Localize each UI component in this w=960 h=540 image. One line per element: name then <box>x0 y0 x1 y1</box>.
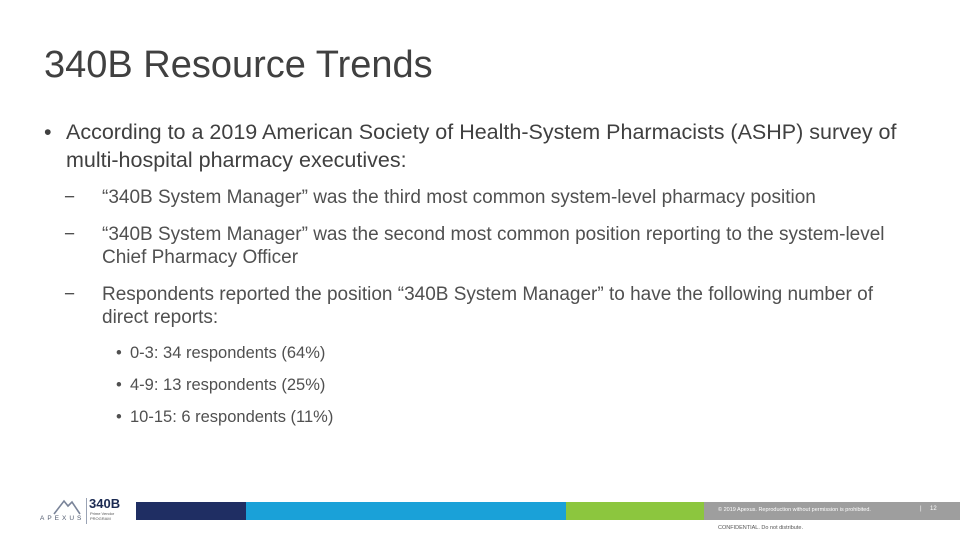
dash-marker: − <box>64 224 76 245</box>
footer-bar-gray <box>704 502 960 520</box>
confidential-notice: CONFIDENTIAL. Do not distribute. <box>718 525 803 531</box>
main-bullet: • According to a 2019 American Society o… <box>44 118 924 174</box>
subpoint-second-most-common: − “340B System Manager” was the second m… <box>64 223 924 269</box>
slide-body: • According to a 2019 American Society o… <box>44 118 924 439</box>
footer-bar-green <box>566 502 704 520</box>
subpoint-text: Respondents reported the position “340B … <box>102 284 874 328</box>
subpoint-text: “340B System Manager” was the third most… <box>102 187 816 208</box>
logo-340b: 340B <box>89 496 121 511</box>
direct-reports-text: 10-15: 6 respondents (11%) <box>130 408 334 426</box>
logo-program-text: Prime Vendor PROGRAM <box>90 511 115 521</box>
logo-divider <box>86 498 87 524</box>
direct-reports-item: • 0-3: 34 respondents (64%) <box>116 343 924 363</box>
direct-reports-text: 4-9: 13 respondents (25%) <box>130 376 326 394</box>
copyright-notice: © 2019 Apexus. Reproduction without perm… <box>718 507 871 513</box>
subpoint-third-most-common: − “340B System Manager” was the third mo… <box>64 186 924 209</box>
bullet-marker: • <box>116 408 122 426</box>
bullet-marker: • <box>44 120 52 144</box>
subpoint-text: “340B System Manager” was the second mos… <box>102 224 885 268</box>
direct-reports-item: • 10-15: 6 respondents (11%) <box>116 407 924 427</box>
direct-reports-item: • 4-9: 13 respondents (25%) <box>116 375 924 395</box>
page-number: 12 <box>930 506 937 512</box>
footer-bar-blue <box>246 502 566 520</box>
direct-reports-text: 0-3: 34 respondents (64%) <box>130 344 326 362</box>
bullet-marker: • <box>116 376 122 394</box>
dash-marker: − <box>64 187 76 208</box>
subpoint-direct-reports: − Respondents reported the position “340… <box>64 283 924 329</box>
dash-marker: − <box>64 284 76 305</box>
bullet-marker: • <box>116 344 122 362</box>
footer-separator: | <box>920 506 922 512</box>
apexus-340b-logo: APEXUS 340B Prime Vendor PROGRAM <box>38 496 124 526</box>
footer-bar-navy <box>136 502 246 520</box>
apexus-mountain-icon <box>53 499 81 515</box>
logo-company-name: APEXUS <box>40 515 85 522</box>
slide-title: 340B Resource Trends <box>44 44 433 86</box>
main-bullet-text: According to a 2019 American Society of … <box>66 120 897 172</box>
